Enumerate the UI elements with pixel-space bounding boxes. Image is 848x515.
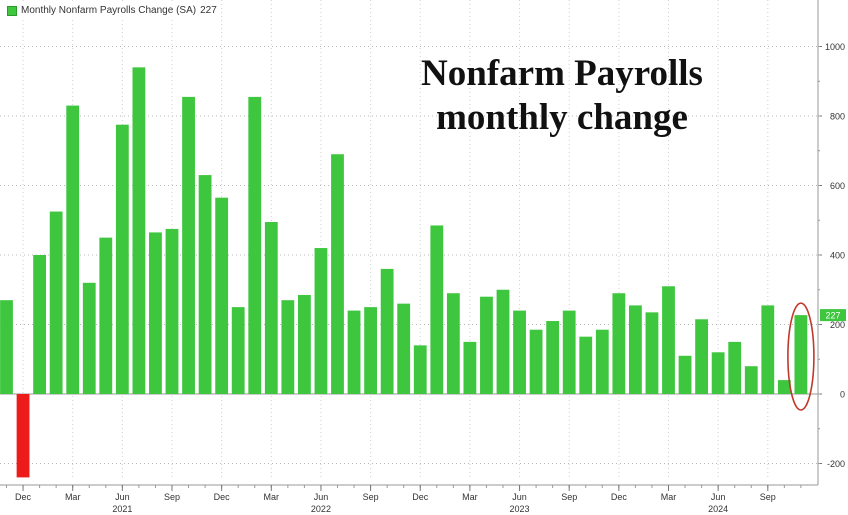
bar: [49, 211, 63, 394]
bar: [198, 175, 212, 394]
x-tick-label: Mar: [661, 492, 677, 502]
bar: [0, 300, 13, 394]
last-value-label: 227: [825, 311, 840, 321]
y-tick-label: 0: [840, 390, 845, 400]
bar: [132, 67, 146, 394]
bar: [331, 154, 344, 394]
bar: [314, 248, 328, 394]
bar: [149, 232, 162, 394]
bar: [678, 355, 692, 394]
bar: [231, 307, 245, 395]
x-tick-label: Dec: [412, 492, 429, 502]
bar: [629, 305, 642, 394]
x-tick-label: Sep: [561, 492, 577, 502]
bars: [0, 67, 808, 478]
bar: [744, 366, 758, 394]
bar: [794, 315, 808, 394]
bar: [562, 310, 576, 394]
bar: [298, 294, 311, 394]
bar: [364, 307, 377, 395]
x-tick-label: Jun: [115, 492, 130, 502]
bar: [33, 255, 46, 394]
x-tick-label: Sep: [164, 492, 180, 502]
headline: Nonfarm Payrolls monthly change: [392, 52, 732, 140]
bar: [182, 96, 195, 394]
x-tick-label: Dec: [611, 492, 628, 502]
bar: [281, 300, 295, 394]
x-year-label: 2024: [708, 504, 728, 514]
x-year-label: 2023: [510, 504, 530, 514]
y-tick-label: 600: [830, 181, 845, 191]
x-tick-label: Sep: [760, 492, 776, 502]
bar: [413, 345, 427, 394]
bar: [595, 329, 609, 394]
x-tick-label: Jun: [512, 492, 527, 502]
last-value-badge: [820, 309, 846, 322]
bar: [397, 303, 411, 394]
bar: [480, 296, 493, 394]
bar: [446, 293, 460, 394]
annotations: 227: [787, 302, 846, 411]
bar: [215, 197, 229, 394]
y-tick-label: -200: [827, 459, 845, 469]
bar: [82, 282, 96, 394]
x-tick-label: Jun: [711, 492, 726, 502]
bar: [711, 352, 725, 394]
y-tick-label: 800: [830, 112, 845, 122]
bar: [99, 237, 113, 395]
bar: [513, 310, 526, 394]
x-tick-label: Mar: [65, 492, 81, 502]
legend-last-value: 227: [200, 5, 217, 16]
x-tick-label: Dec: [15, 492, 32, 502]
bar: [529, 329, 543, 394]
bar: [728, 341, 742, 394]
bar: [264, 221, 278, 394]
bar: [66, 105, 80, 394]
x-year-label: 2021: [112, 504, 132, 514]
x-tick-label: Mar: [462, 492, 478, 502]
x-axis: Dec Mar Jun Sep Dec Mar Jun Sep Dec Mar Jun Sep Dec M…: [0, 484, 818, 514]
bar: [430, 225, 444, 394]
bar: [695, 319, 708, 394]
bar: [496, 289, 510, 394]
legend: Monthly Nonfarm Payrolls Change (SA) 227: [4, 4, 220, 17]
bar: [380, 268, 394, 394]
x-tick-label: Sep: [363, 492, 379, 502]
x-year-label: 2022: [311, 504, 331, 514]
y-tick-label: 1000: [825, 42, 845, 52]
bar: [463, 341, 477, 394]
bar: [165, 228, 179, 394]
bar: [612, 293, 626, 394]
legend-swatch: [7, 5, 17, 16]
y-tick-label: 400: [830, 251, 845, 261]
y-axis: -200 0 200 400 600 800 1000: [817, 0, 845, 485]
bar: [115, 124, 129, 394]
x-tick-label: Jun: [314, 492, 329, 502]
headline-line-1: Nonfarm Payrolls: [421, 53, 703, 94]
x-tick-label: Mar: [264, 492, 280, 502]
bar: [248, 96, 262, 394]
bar: [347, 310, 361, 394]
legend-label: Monthly Nonfarm Payrolls Change (SA): [21, 5, 197, 16]
bar: [662, 286, 675, 394]
bar: [645, 312, 659, 394]
bar: [546, 321, 560, 394]
bar: [777, 380, 791, 394]
bar: [761, 305, 775, 394]
bar: [16, 394, 30, 478]
bar: [579, 336, 593, 394]
y-tick-label: 200: [830, 320, 845, 330]
x-tick-label: Dec: [214, 492, 231, 502]
headline-line-2: monthly change: [436, 97, 688, 138]
highlight-circle: [787, 302, 815, 411]
